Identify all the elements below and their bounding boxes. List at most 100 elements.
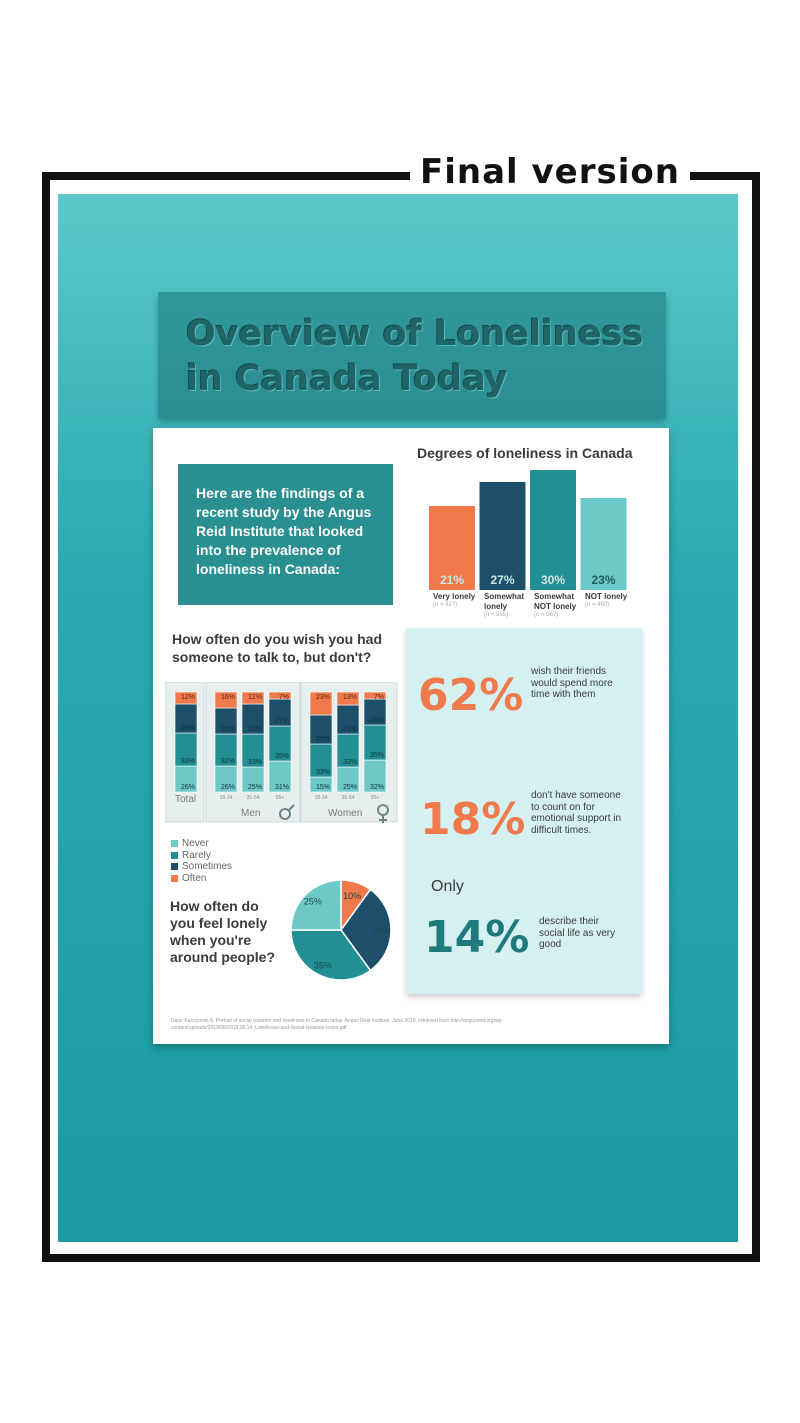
stack-value-label: 25%: [343, 784, 357, 791]
stack-value-label: 26%: [370, 717, 384, 724]
stack-value-label: 26%: [221, 726, 235, 733]
stack-value-label: 23%: [316, 694, 330, 701]
degrees-bar: [580, 498, 627, 590]
legend-label: Never: [182, 838, 209, 849]
legend-swatch: [171, 840, 178, 848]
stack-segment-often: [174, 691, 198, 705]
stat-14-value: 14%: [424, 912, 530, 963]
stat-62-value: 62%: [418, 670, 524, 721]
stack-category-label: 55+: [276, 795, 285, 801]
stack-category-label: 35-54: [342, 795, 355, 801]
legend-label: Often: [182, 872, 207, 884]
talk-legend: Never Rarely Sometimes Often: [171, 838, 232, 884]
stack-category-label: 18-34: [315, 795, 328, 801]
degrees-bar: [479, 482, 526, 590]
pie-value-label: 10%: [343, 891, 361, 901]
male-symbol-icon: [279, 804, 295, 820]
stack-value-label: 15%: [316, 784, 330, 791]
degrees-value-label: 27%: [490, 573, 514, 587]
stack-value-label: 31%: [275, 784, 289, 791]
degrees-n-somewhat-lonely: (n = 555): [484, 612, 509, 618]
degrees-label-not-lonely: NOT lonely: [585, 592, 628, 601]
infographic-board: Here are the findings of a recent study …: [153, 428, 669, 1044]
talk-stacked-bar-chart: 26% 33% 29% 12% 26% 32% 26% 16% 18-34 25% 33% 30% 12…: [165, 682, 398, 823]
title-plaque: Overview of Loneliness in Canada Today: [158, 292, 666, 418]
legend-swatch: [171, 874, 178, 882]
stat-18-text: don't have someone to count on for emoti…: [531, 790, 622, 836]
stack-value-label: 33%: [248, 759, 262, 766]
stack-value-label: 29%: [316, 736, 330, 743]
degrees-value-label: 23%: [591, 573, 615, 587]
pie-value-label: 25%: [304, 897, 322, 907]
page-title: Overview of Loneliness in Canada Today: [186, 314, 644, 399]
feel-question: How often do you feel lonely when you're…: [170, 898, 275, 965]
pie-slice-sometimes: [340, 888, 392, 972]
degrees-chart-title: Degrees of loneliness in Canada: [417, 445, 633, 461]
stack-value-label: 30%: [248, 726, 262, 733]
stack-value-label: 26%: [181, 784, 195, 791]
stack-value-label: 7%: [374, 694, 384, 701]
stack-segment-often: [363, 691, 387, 700]
feel-pie-chart: 10% 30% 35% 25%: [290, 879, 392, 981]
group-label-men: Men: [241, 808, 261, 819]
female-symbol-icon: [377, 804, 389, 823]
degrees-label-very-lonely: Very lonely: [433, 592, 476, 601]
stack-value-label: 33%: [181, 758, 195, 765]
stack-value-label: 27%: [275, 718, 289, 725]
pie-value-label: 35%: [314, 961, 332, 971]
legend-swatch: [171, 851, 178, 859]
legend-item-sometimes: Sometimes: [171, 861, 232, 873]
stat-18-value: 18%: [420, 794, 526, 845]
stack-segment-often: [336, 691, 360, 706]
degrees-bar: [530, 470, 576, 590]
degrees-value-label: 30%: [541, 573, 565, 587]
degrees-label-somewhat-not-lonely: Somewhat NOT lonely: [534, 592, 577, 611]
stack-value-label: 32%: [221, 758, 235, 765]
stack-value-label: 33%: [316, 769, 330, 776]
legend-item-often: Often: [171, 873, 232, 885]
pie-value-label: 30%: [372, 925, 390, 935]
photo-frame: [42, 172, 760, 1262]
degrees-n-very-lonely: (n = 427): [433, 602, 458, 608]
degrees-bar-chart: 21% 27% 30% 23%: [429, 470, 627, 590]
pie-slice-rarely: [290, 929, 372, 981]
stack-category-label: 55+: [371, 795, 380, 801]
group-label-total: Total: [175, 794, 197, 805]
stack-value-label: 7%: [279, 694, 289, 701]
degrees-n-not-lonely: (n = 460): [585, 602, 610, 608]
intro-box: Here are the findings of a recent study …: [178, 464, 393, 605]
stack-value-label: 29%: [181, 725, 195, 732]
stack-segment-often: [268, 691, 292, 700]
stack-value-label: 16%: [221, 694, 235, 701]
stack-value-label: 32%: [370, 784, 384, 791]
stack-value-label: 12%: [181, 694, 195, 701]
legend-item-rarely: Rarely: [171, 850, 232, 862]
stack-segment-often: [309, 691, 333, 716]
stack-category-label: 18-34: [220, 795, 233, 801]
degrees-n-somewhat-not-lonely: (n = 567): [534, 612, 559, 618]
pie-slice-never: [290, 879, 342, 931]
stats-panel: 62% wish their friends would spend more …: [406, 628, 642, 994]
stack-value-label: 29%: [343, 726, 357, 733]
legend-swatch: [171, 863, 178, 871]
stack-segment-often: [241, 691, 265, 705]
stack-value-label: 35%: [275, 753, 289, 760]
source-citation: Data: Kurczynski A. Portrait of social i…: [171, 1018, 504, 1031]
talk-question: How often do you wish you had someone to…: [172, 631, 382, 665]
stat-only-label: Only: [431, 878, 464, 895]
group-label-women: Women: [328, 808, 363, 819]
stack-segment-often: [214, 691, 238, 709]
legend-label: Rarely: [182, 849, 211, 861]
stack-value-label: 12%: [248, 694, 262, 701]
stack-value-label: 13%: [343, 694, 357, 701]
stack-value-label: 33%: [343, 759, 357, 766]
degrees-bar: [429, 506, 475, 590]
stat-14-text: describe their social life as very good: [539, 916, 616, 950]
stack-value-label: 25%: [248, 784, 262, 791]
legend-item-never: Never: [171, 838, 232, 850]
stack-value-label: 26%: [221, 784, 235, 791]
degrees-label-somewhat-lonely: Somewhat lonely: [484, 592, 525, 611]
legend-label: Sometimes: [182, 861, 233, 872]
degrees-value-label: 21%: [440, 573, 464, 587]
stack-value-label: 35%: [370, 752, 384, 759]
